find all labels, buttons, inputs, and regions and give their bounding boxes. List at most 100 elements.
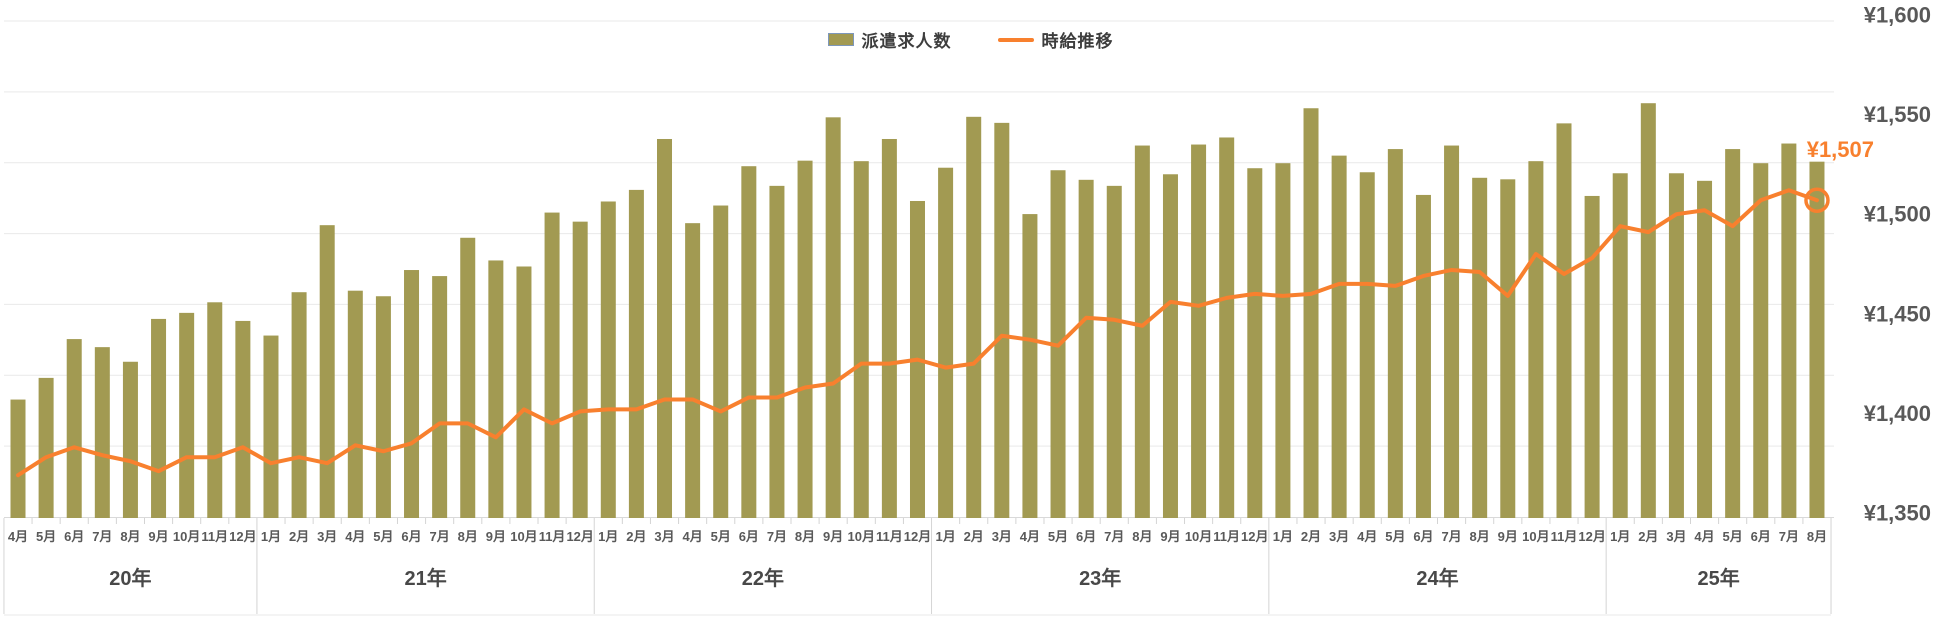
bar[interactable]	[235, 320, 251, 518]
x-tick-label-month: 8月	[1132, 529, 1152, 544]
bar[interactable]	[1444, 145, 1460, 518]
bar[interactable]	[375, 296, 391, 518]
x-tick-label-month: 9月	[1160, 529, 1180, 544]
bar[interactable]	[1162, 174, 1178, 518]
legend-item-bars[interactable]: 派遣求人数	[827, 27, 952, 52]
bar[interactable]	[1387, 149, 1403, 518]
y-axis-tick-label: ¥1,600	[1864, 3, 1931, 28]
bar[interactable]	[825, 117, 841, 518]
bar[interactable]	[94, 347, 110, 518]
x-tick-label-month: 2月	[1638, 529, 1658, 544]
bar[interactable]	[797, 160, 813, 518]
x-tick-label-month: 6月	[401, 529, 421, 544]
bar[interactable]	[1640, 103, 1656, 518]
bar[interactable]	[713, 205, 729, 518]
bar[interactable]	[10, 399, 26, 518]
bar[interactable]	[460, 237, 476, 518]
x-tick-label-year: 23年	[1079, 566, 1121, 590]
bar[interactable]	[179, 312, 195, 518]
x-tick-label-month: 3月	[1666, 529, 1686, 544]
x-tick-label-month: 10月	[173, 529, 200, 544]
bar[interactable]	[151, 318, 167, 518]
bar[interactable]	[1528, 161, 1544, 518]
bar[interactable]	[1303, 108, 1319, 519]
bar[interactable]	[1022, 214, 1038, 518]
bar[interactable]	[769, 185, 785, 518]
x-tick-label-month: 12月	[566, 529, 593, 544]
bar[interactable]	[432, 276, 448, 518]
bar[interactable]	[1472, 177, 1488, 519]
bar[interactable]	[600, 201, 616, 518]
bar[interactable]	[1078, 179, 1094, 519]
bar[interactable]	[1359, 172, 1375, 519]
bar[interactable]	[1809, 161, 1825, 518]
bar[interactable]	[263, 335, 279, 518]
bar[interactable]	[1191, 144, 1207, 518]
x-tick-label-month: 6月	[1076, 529, 1096, 544]
x-tick-label-month: 1月	[1610, 529, 1630, 544]
x-tick-label-month: 1月	[1273, 529, 1293, 544]
bar[interactable]	[1275, 163, 1291, 518]
bar[interactable]	[1219, 137, 1235, 519]
bar[interactable]	[1415, 194, 1431, 518]
bar[interactable]	[404, 270, 420, 518]
bar[interactable]	[881, 138, 897, 518]
x-tick-label-month: 2月	[1301, 529, 1321, 544]
bar[interactable]	[291, 292, 307, 518]
bar[interactable]	[1612, 173, 1628, 519]
bar[interactable]	[628, 189, 644, 518]
bar[interactable]	[1134, 145, 1150, 518]
x-tick-label-month: 7月	[1441, 529, 1461, 544]
bar[interactable]	[1331, 155, 1347, 518]
bar[interactable]	[572, 221, 588, 518]
x-tick-label-year: 20年	[109, 566, 151, 590]
x-tick-label-month: 12月	[1241, 529, 1268, 544]
bar[interactable]	[1753, 163, 1769, 518]
bar[interactable]	[319, 225, 335, 518]
bar[interactable]	[38, 377, 54, 518]
x-tick-label-month: 9月	[486, 529, 506, 544]
bar[interactable]	[966, 116, 982, 518]
bar[interactable]	[347, 290, 363, 518]
x-tick-label-month: 8月	[1470, 529, 1490, 544]
x-tick-label-month: 5月	[373, 529, 393, 544]
wage-line[interactable]	[16, 188, 1819, 478]
legend-label-line: 時給推移	[1041, 32, 1114, 51]
x-tick-label-month: 4月	[8, 529, 28, 544]
y-axis-tick-label: ¥1,500	[1864, 202, 1931, 227]
bar[interactable]	[207, 302, 223, 518]
bar[interactable]	[1106, 185, 1122, 518]
x-tick-label-month: 7月	[1104, 529, 1124, 544]
x-tick-label-month: 9月	[1498, 529, 1518, 544]
bar[interactable]	[853, 161, 869, 518]
bar[interactable]	[1247, 168, 1263, 518]
bar[interactable]	[938, 167, 954, 518]
legend-item-line[interactable]: 時給推移	[997, 27, 1114, 52]
x-tick-label-month: 4月	[345, 529, 365, 544]
bar[interactable]	[1500, 179, 1516, 518]
bar[interactable]	[66, 339, 82, 518]
x-tick-label-month: 12月	[229, 529, 256, 544]
bar[interactable]	[122, 361, 138, 518]
x-tick-label-month: 11月	[201, 529, 228, 544]
bar[interactable]	[544, 212, 560, 519]
bar[interactable]	[1584, 195, 1600, 518]
bar[interactable]	[1781, 143, 1797, 518]
bar[interactable]	[741, 166, 757, 518]
bar[interactable]	[657, 138, 673, 518]
bar[interactable]	[1697, 180, 1713, 518]
bar[interactable]	[1725, 149, 1741, 518]
x-tick-label-month: 9月	[823, 529, 843, 544]
bar[interactable]	[488, 260, 504, 518]
bar[interactable]	[1556, 123, 1572, 519]
line-series-swatch-icon	[997, 37, 1034, 42]
bar[interactable]	[1668, 173, 1684, 519]
x-tick-label-month: 6月	[1413, 529, 1433, 544]
bar[interactable]	[685, 223, 701, 518]
bar[interactable]	[516, 266, 532, 518]
x-tick-label-month: 8月	[1807, 529, 1827, 544]
bar[interactable]	[994, 122, 1010, 518]
last-point-marker[interactable]	[1804, 187, 1830, 214]
x-tick-label-month: 7月	[92, 529, 112, 544]
